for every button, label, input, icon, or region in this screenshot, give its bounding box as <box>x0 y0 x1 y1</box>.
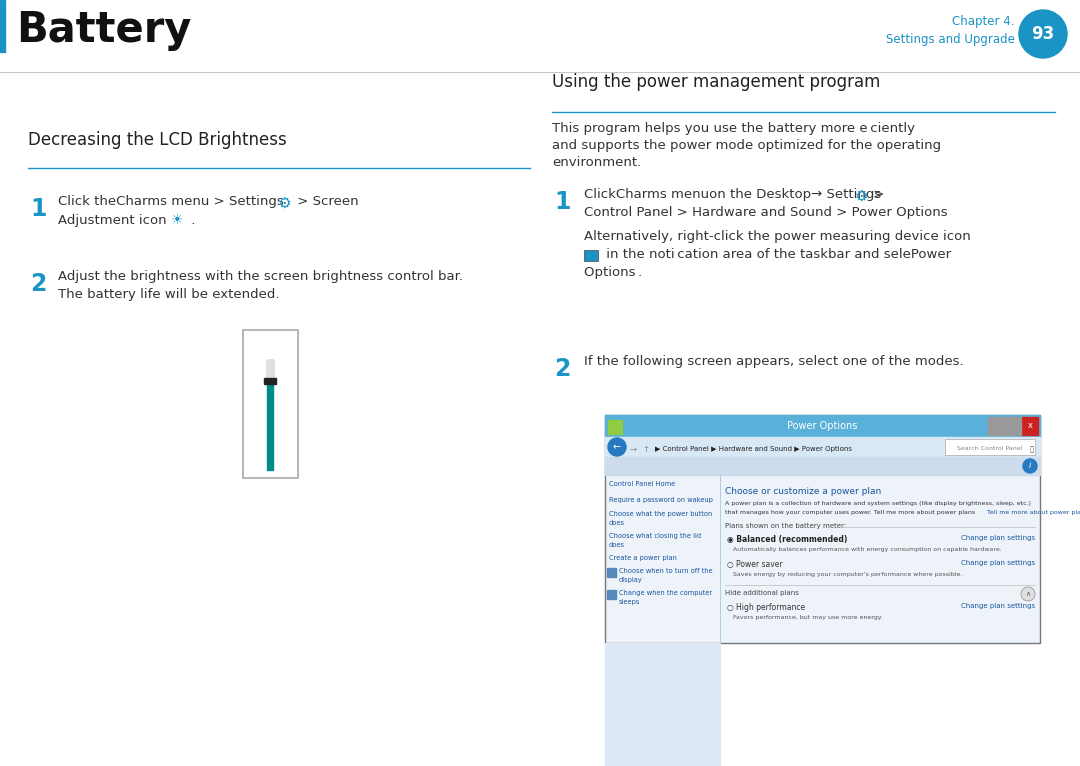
Text: Settings and Upgrade: Settings and Upgrade <box>886 34 1015 47</box>
Text: Change plan settings: Change plan settings <box>961 535 1035 541</box>
Bar <box>1005 417 1021 435</box>
Bar <box>608 420 622 434</box>
Bar <box>945 439 1035 455</box>
Bar <box>605 415 1040 437</box>
Text: x: x <box>1027 421 1032 430</box>
Text: 1: 1 <box>30 197 46 221</box>
Text: >: > <box>869 188 885 201</box>
Text: Decreasing the LCD Brightness: Decreasing the LCD Brightness <box>28 131 287 149</box>
Text: Search Control Panel: Search Control Panel <box>957 447 1023 451</box>
Text: Click theCharms menu > Settings: Click theCharms menu > Settings <box>58 195 284 208</box>
Text: Chapter 4.: Chapter 4. <box>953 15 1015 28</box>
Text: Choose what the power button: Choose what the power button <box>609 511 712 517</box>
Circle shape <box>1021 587 1035 601</box>
Text: 🔍: 🔍 <box>1030 446 1035 452</box>
Bar <box>243 330 298 478</box>
Bar <box>605 643 720 766</box>
Circle shape <box>608 438 626 456</box>
Text: environment.: environment. <box>552 156 642 169</box>
Text: Change plan settings: Change plan settings <box>961 560 1035 566</box>
Bar <box>605 415 1040 643</box>
Text: Hide additional plans: Hide additional plans <box>725 590 799 596</box>
Text: The battery life will be extended.: The battery life will be extended. <box>58 288 280 301</box>
Text: Options .: Options . <box>584 266 643 279</box>
Text: ClickCharms menu​on the Desktop→ Settings: ClickCharms menu​on the Desktop→ Setting… <box>584 188 881 201</box>
Text: Create a power plan: Create a power plan <box>609 555 677 561</box>
Text: ○ High performance: ○ High performance <box>727 603 805 612</box>
Bar <box>0 0 5 52</box>
Text: Automatically balances performance with energy consumption on capable hardware.: Automatically balances performance with … <box>733 547 1002 552</box>
Text: that manages how your computer uses power. Tell me more about power plans: that manages how your computer uses powe… <box>725 510 975 515</box>
Bar <box>267 360 273 380</box>
Bar <box>1022 417 1038 435</box>
Text: 1: 1 <box>554 190 570 214</box>
Text: .: . <box>187 214 195 227</box>
Text: Control Panel Home: Control Panel Home <box>609 481 675 487</box>
Bar <box>607 590 616 599</box>
Text: ⚙: ⚙ <box>855 189 868 204</box>
Text: Battery: Battery <box>16 9 191 51</box>
Text: Saves energy by reducing your computer's performance where possible.: Saves energy by reducing your computer's… <box>733 572 962 577</box>
Text: in the noti cation area of the taskbar and sele​Power: in the noti cation area of the taskbar a… <box>602 248 951 261</box>
Text: 2: 2 <box>30 272 46 296</box>
Text: →: → <box>630 444 637 453</box>
Text: Tell me more about power plans: Tell me more about power plans <box>987 510 1080 515</box>
Text: Alternatively, right-click the power measuring device icon: Alternatively, right-click the power mea… <box>584 230 971 243</box>
Text: sleeps: sleeps <box>619 599 640 605</box>
Text: display: display <box>619 577 643 583</box>
Text: ∧: ∧ <box>1025 591 1030 597</box>
Text: ▶ Control Panel ▶ Hardware and Sound ▶ Power Options: ▶ Control Panel ▶ Hardware and Sound ▶ P… <box>654 446 852 452</box>
Text: ←: ← <box>613 442 621 452</box>
Text: Adjustment icon: Adjustment icon <box>58 214 166 227</box>
Text: Choose or customize a power plan: Choose or customize a power plan <box>725 487 881 496</box>
Text: Power Options: Power Options <box>787 421 858 431</box>
Circle shape <box>1023 459 1037 473</box>
Text: This program helps you use the battery more e ciently: This program helps you use the battery m… <box>552 122 915 135</box>
Text: Change plan settings: Change plan settings <box>961 603 1035 609</box>
Text: A power plan is a collection of hardware and system settings (like display brigh: A power plan is a collection of hardware… <box>725 501 1031 506</box>
Text: 2: 2 <box>554 357 570 381</box>
Text: If the following screen appears, select one of the modes.: If the following screen appears, select … <box>584 355 963 368</box>
Text: 93: 93 <box>1031 25 1055 43</box>
Text: Control Panel > Hardware and Sound > Power Options: Control Panel > Hardware and Sound > Pow… <box>584 206 947 219</box>
Text: Favors performance, but may use more energy.: Favors performance, but may use more ene… <box>733 615 882 620</box>
Text: and supports the power mode optimized for the operating: and supports the power mode optimized fo… <box>552 139 941 152</box>
Text: ☀: ☀ <box>171 213 184 227</box>
Bar <box>988 417 1004 435</box>
Bar <box>264 378 276 384</box>
Bar <box>584 250 598 261</box>
Text: Using the power management program: Using the power management program <box>552 73 880 91</box>
Bar <box>607 568 616 577</box>
Bar <box>605 457 1040 475</box>
Text: Require a password on wakeup: Require a password on wakeup <box>609 497 713 503</box>
Text: ⚙: ⚙ <box>278 196 292 211</box>
Text: Plans shown on the battery meter:: Plans shown on the battery meter: <box>725 523 846 529</box>
Bar <box>267 360 273 470</box>
Text: Adjust the brightness with the screen brightness control bar.: Adjust the brightness with the screen br… <box>58 270 463 283</box>
Text: Choose when to turn off the: Choose when to turn off the <box>619 568 713 574</box>
Text: Change when the computer: Change when the computer <box>619 590 712 596</box>
Circle shape <box>1020 10 1067 58</box>
Text: ◉ Balanced (recommended): ◉ Balanced (recommended) <box>727 535 848 544</box>
Text: does: does <box>609 542 625 548</box>
Text: ○ Power saver: ○ Power saver <box>727 560 783 569</box>
Text: i: i <box>1029 461 1031 470</box>
Text: ↑: ↑ <box>642 444 649 453</box>
Text: Choose what closing the lid: Choose what closing the lid <box>609 533 701 539</box>
Text: does: does <box>609 520 625 526</box>
Bar <box>605 437 1040 457</box>
Text: > Screen: > Screen <box>293 195 359 208</box>
